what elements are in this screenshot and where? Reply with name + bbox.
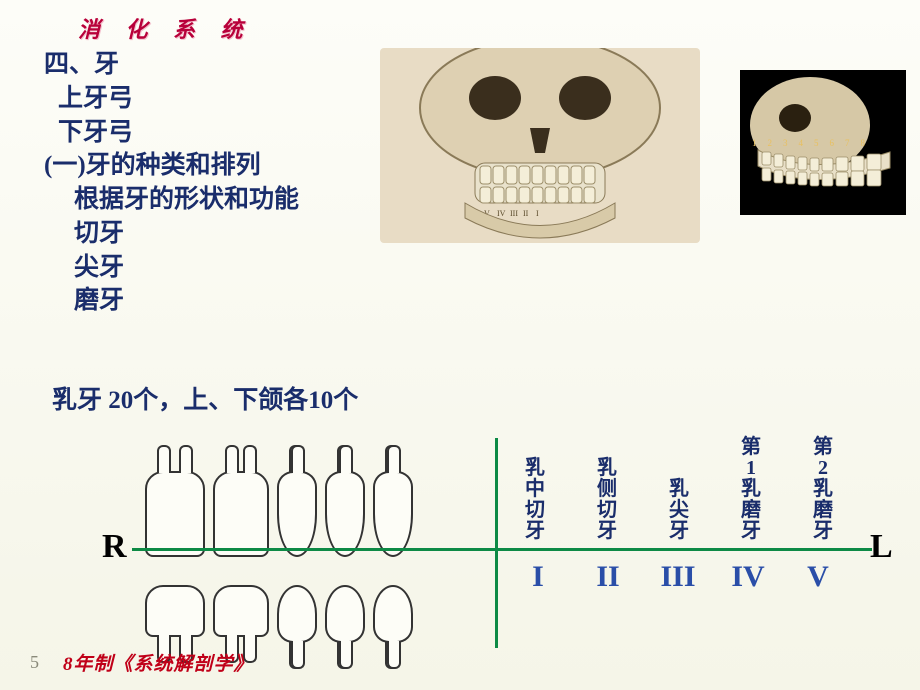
roman-numeral: III bbox=[650, 560, 706, 594]
tooth-name-columns: 乳中切牙乳侧切牙乳尖牙第1乳磨牙第2乳磨牙 bbox=[510, 432, 848, 542]
skull-side-numbers: 12345678 bbox=[752, 138, 865, 148]
line-canine: 尖牙 bbox=[44, 251, 299, 285]
line-molar: 磨牙 bbox=[44, 284, 299, 318]
line-basis: 根据牙的形状和功能 bbox=[44, 183, 299, 217]
subsection-heading: (一)牙的种类和排列 bbox=[44, 149, 299, 183]
roman-numeral: IV bbox=[720, 560, 776, 594]
footer: 5 8年制《系统解剖学》 bbox=[0, 649, 920, 676]
svg-text:III: III bbox=[510, 209, 518, 218]
line-lower-arch: 下牙弓 bbox=[44, 116, 299, 150]
skull-front-image: VIVIIIIII bbox=[380, 48, 700, 243]
axis-horizontal bbox=[132, 548, 872, 551]
chapter-title: 消 化 系 统 bbox=[78, 12, 253, 44]
skull-side-image: 12345678 bbox=[740, 70, 906, 215]
tooth-name-column: 乳尖牙 bbox=[654, 432, 704, 542]
svg-text:II: II bbox=[523, 209, 529, 218]
content-text: 四、牙 上牙弓 下牙弓 (一)牙的种类和排列 根据牙的形状和功能 切牙 尖牙 磨… bbox=[44, 48, 299, 318]
tooth-name-column: 第2乳磨牙 bbox=[798, 432, 848, 542]
line-upper-arch: 上牙弓 bbox=[44, 82, 299, 116]
label-right: R bbox=[102, 528, 127, 566]
roman-numeral: V bbox=[790, 560, 846, 594]
summary-text: 乳牙 20个，上、下颌各10个 bbox=[52, 380, 358, 416]
svg-text:I: I bbox=[536, 209, 539, 218]
tooth-name-column: 第1乳磨牙 bbox=[726, 432, 776, 542]
roman-numeral: II bbox=[580, 560, 636, 594]
axis-vertical bbox=[495, 438, 498, 648]
teeth-line-drawing bbox=[145, 445, 465, 635]
label-left: L bbox=[870, 528, 893, 566]
page-number: 5 bbox=[30, 652, 39, 673]
footer-course: 8年制《系统解剖学》 bbox=[63, 649, 254, 676]
roman-numerals: IIIIIIIVV bbox=[510, 560, 846, 594]
section-heading: 四、牙 bbox=[44, 48, 299, 82]
svg-text:IV: IV bbox=[497, 209, 506, 218]
line-incisor: 切牙 bbox=[44, 217, 299, 251]
roman-numeral: I bbox=[510, 560, 566, 594]
tooth-name-column: 乳中切牙 bbox=[510, 432, 560, 542]
tooth-name-column: 乳侧切牙 bbox=[582, 432, 632, 542]
